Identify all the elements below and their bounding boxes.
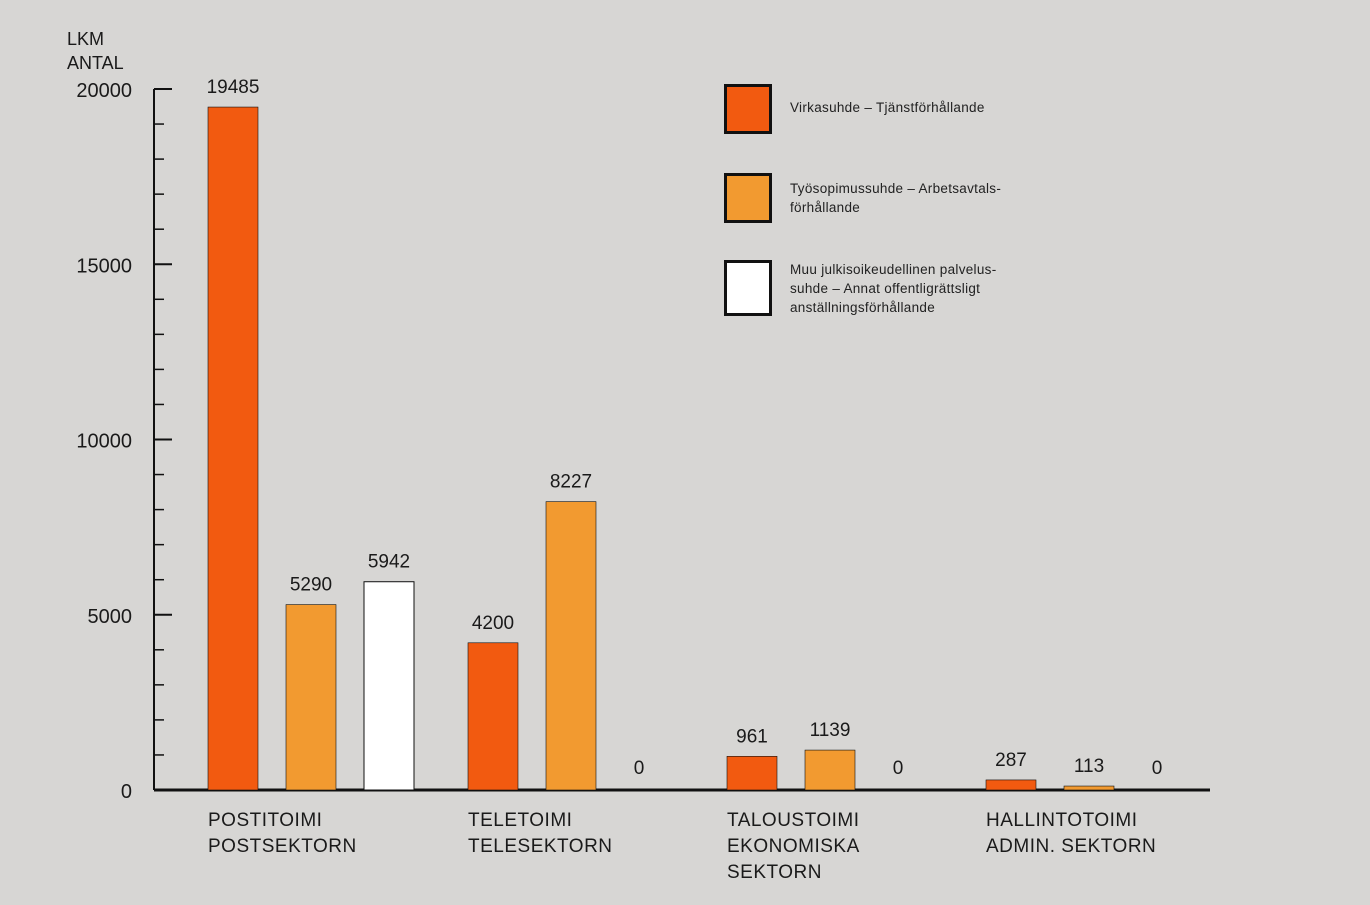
data-label: 4200 <box>472 613 514 634</box>
legend-label-virkasuhde: Virkasuhde – Tjänstförhållande <box>790 84 1058 117</box>
category-label: HALLINTOTOIMI <box>986 810 1138 831</box>
legend-label-tyosopimussuhde: Työsopimussuhde – Arbetsavtals- förhålla… <box>790 173 1058 217</box>
y-tick-label: 15000 <box>76 255 132 277</box>
data-label: 961 <box>736 726 768 747</box>
data-label: 5942 <box>368 552 410 573</box>
y-tick-label: 5000 <box>88 606 133 628</box>
category-label: POSTITOIMI <box>208 810 322 831</box>
y-tick-label: 20000 <box>76 80 132 102</box>
y-axis-label: LKM <box>67 29 104 49</box>
data-label: 113 <box>1074 756 1104 777</box>
category-label: POSTSEKTORN <box>208 836 357 857</box>
legend-label-line: Työsopimussuhde – Arbetsavtals- <box>790 181 1002 196</box>
data-label: 19485 <box>207 77 260 98</box>
bar <box>467 642 519 791</box>
bar <box>363 581 415 791</box>
category-label: TELESEKTORN <box>468 836 613 857</box>
legend-item-muu: Muu julkisoikeudellinen palvelus- suhde … <box>724 260 1058 317</box>
legend-swatch-virkasuhde <box>724 84 772 134</box>
data-label: 287 <box>995 750 1027 771</box>
legend-swatch-tyosopimussuhde <box>724 173 772 223</box>
legend-item-virkasuhde: Virkasuhde – Tjänstförhållande <box>724 84 1058 134</box>
y-tick-label: 0 <box>121 781 132 803</box>
bar <box>985 779 1037 791</box>
bar <box>207 106 259 791</box>
legend-label-line: förhållande <box>790 200 861 215</box>
data-label: 0 <box>634 758 645 779</box>
data-label: 0 <box>893 758 904 779</box>
bar <box>545 501 597 791</box>
category-label: TALOUSTOIMI <box>727 810 860 831</box>
data-label: 0 <box>1152 758 1163 779</box>
category-label: SEKTORN <box>727 862 822 883</box>
legend-label-line: suhde – Annat offentligrättsligt <box>790 281 981 296</box>
legend-swatch-muu <box>724 260 772 316</box>
legend-label-line: Muu julkisoikeudellinen palvelus- <box>790 262 997 277</box>
bar <box>726 756 778 791</box>
data-label: 8227 <box>550 472 592 493</box>
y-tick-label: 10000 <box>76 431 132 453</box>
legend-label-line: Virkasuhde – Tjänstförhållande <box>790 100 985 115</box>
category-label: ADMIN. SEKTORN <box>986 836 1156 857</box>
category-label: EKONOMISKA <box>727 836 860 857</box>
data-label: 1139 <box>810 720 851 741</box>
legend-label-line: anställningsförhållande <box>790 300 935 315</box>
bar <box>804 749 856 791</box>
legend-item-tyosopimussuhde: Työsopimussuhde – Arbetsavtals- förhålla… <box>724 173 1058 223</box>
category-label: TELETOIMI <box>468 810 572 831</box>
bar <box>1063 785 1115 791</box>
bar <box>285 604 337 791</box>
y-axis-label: ANTAL <box>67 53 124 73</box>
data-label: 5290 <box>290 575 332 596</box>
legend-label-muu: Muu julkisoikeudellinen palvelus- suhde … <box>790 260 1058 317</box>
